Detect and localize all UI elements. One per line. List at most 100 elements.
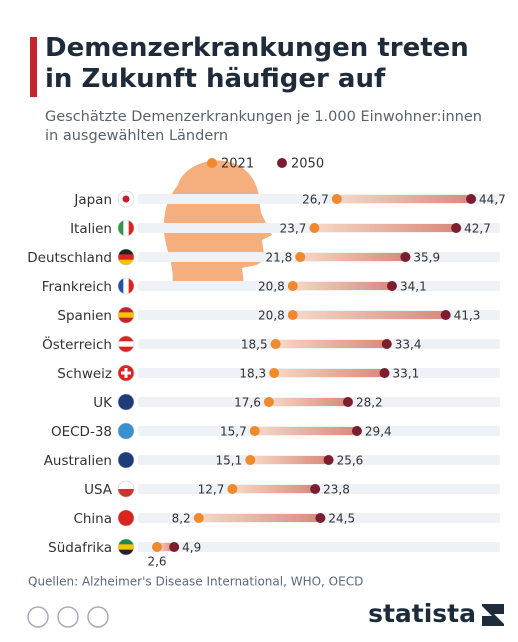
flag-stripe — [118, 452, 134, 468]
head-illustration — [163, 160, 272, 285]
value-label: 20,8 — [258, 309, 285, 323]
range-bar — [254, 427, 357, 435]
flag-border — [117, 248, 135, 266]
category-label: Australien — [44, 453, 112, 469]
value-label: 17,6 — [234, 396, 261, 410]
flag-stripe — [128, 220, 134, 236]
flag-icon — [117, 480, 135, 498]
category-label: Spanien — [57, 308, 112, 324]
flag-border — [117, 480, 135, 498]
flag-stripe — [118, 481, 134, 490]
flag-icon — [117, 422, 135, 440]
value-label: 42,7 — [464, 222, 491, 236]
flag-border — [117, 451, 135, 469]
value-label: 23,8 — [323, 483, 350, 497]
dot — [466, 194, 477, 204]
dot — [169, 542, 180, 552]
category-label: OECD-38 — [51, 424, 112, 440]
range-bar — [250, 456, 329, 464]
flag-border — [117, 364, 135, 382]
flag-border — [117, 335, 135, 353]
range-bar — [292, 282, 392, 290]
flag-stripe — [118, 336, 134, 342]
value-label: 18,5 — [241, 338, 268, 352]
value-label: 4,9 — [182, 541, 201, 555]
dot — [287, 281, 298, 291]
flag-stripe — [118, 317, 134, 323]
range-bar — [268, 398, 348, 406]
dot — [151, 542, 162, 552]
value-label: 15,1 — [216, 454, 243, 468]
flag-border — [117, 538, 135, 556]
range-bar — [292, 311, 446, 319]
dot — [323, 455, 334, 465]
brand: statista — [368, 599, 476, 628]
flag-stripe — [118, 259, 134, 265]
value-label: 21,8 — [266, 251, 293, 265]
value-label: 28,2 — [356, 396, 383, 410]
value-label: 44,7 — [479, 193, 506, 207]
dot — [245, 455, 256, 465]
flag-stripe — [118, 549, 134, 555]
flag-stripe — [118, 341, 134, 348]
dot — [310, 484, 321, 494]
flag-stripe — [118, 346, 134, 352]
value-label: 15,7 — [220, 425, 247, 439]
flag-stripe — [118, 220, 124, 236]
range-bar — [274, 369, 385, 377]
flag-icon — [117, 277, 135, 295]
category-label: Österreich — [42, 335, 112, 353]
flag-border — [117, 306, 135, 324]
range-bar — [275, 340, 387, 348]
flag-stripe — [118, 423, 134, 439]
legend-label: 2021 — [221, 157, 254, 172]
flag-border — [117, 190, 135, 208]
flag-stripe — [128, 278, 134, 294]
flag-stripe — [118, 394, 134, 410]
dot — [440, 310, 451, 320]
flag-stripe — [118, 489, 134, 497]
value-label: 24,5 — [328, 512, 355, 526]
flag-stripe — [118, 312, 134, 319]
category-label: USA — [84, 482, 113, 498]
value-label: 34,1 — [400, 280, 427, 294]
flag-border — [117, 509, 135, 527]
dot — [249, 426, 260, 436]
flag-stripe — [118, 278, 124, 294]
dot — [193, 513, 204, 523]
flag-icon — [117, 538, 135, 556]
value-label: 18,3 — [239, 367, 266, 381]
row-track — [138, 542, 500, 552]
flag-stripe — [118, 510, 134, 526]
dot — [331, 194, 342, 204]
dot — [269, 368, 280, 378]
flag-icon — [117, 335, 135, 353]
flag-detail — [122, 195, 130, 203]
chart-subtitle: Geschätzte Demenzerkrankungen je 1.000 E… — [45, 109, 482, 144]
flag-icon — [117, 219, 135, 237]
flag-stripe — [118, 307, 134, 313]
dot — [351, 426, 362, 436]
dot — [287, 310, 298, 320]
category-label: Südafrika — [48, 540, 112, 556]
range-bar — [300, 253, 406, 261]
dot — [309, 223, 320, 233]
cc-icons — [27, 606, 109, 628]
chart-title: Demenzerkrankungen treten in Zukunft häu… — [45, 33, 469, 94]
flag-border — [117, 219, 135, 237]
dot — [386, 281, 397, 291]
dot — [227, 484, 238, 494]
flag-icon — [117, 248, 135, 266]
flag-icon — [117, 509, 135, 527]
range-bar — [156, 543, 175, 551]
range-bar — [314, 224, 457, 232]
category-label: Deutschland — [27, 250, 112, 266]
flag-stripe — [118, 254, 134, 261]
brand-logo — [482, 604, 504, 626]
flag-stripe — [118, 539, 134, 545]
dot — [379, 368, 390, 378]
flag-stripe — [123, 278, 130, 294]
title-accent — [30, 37, 37, 97]
